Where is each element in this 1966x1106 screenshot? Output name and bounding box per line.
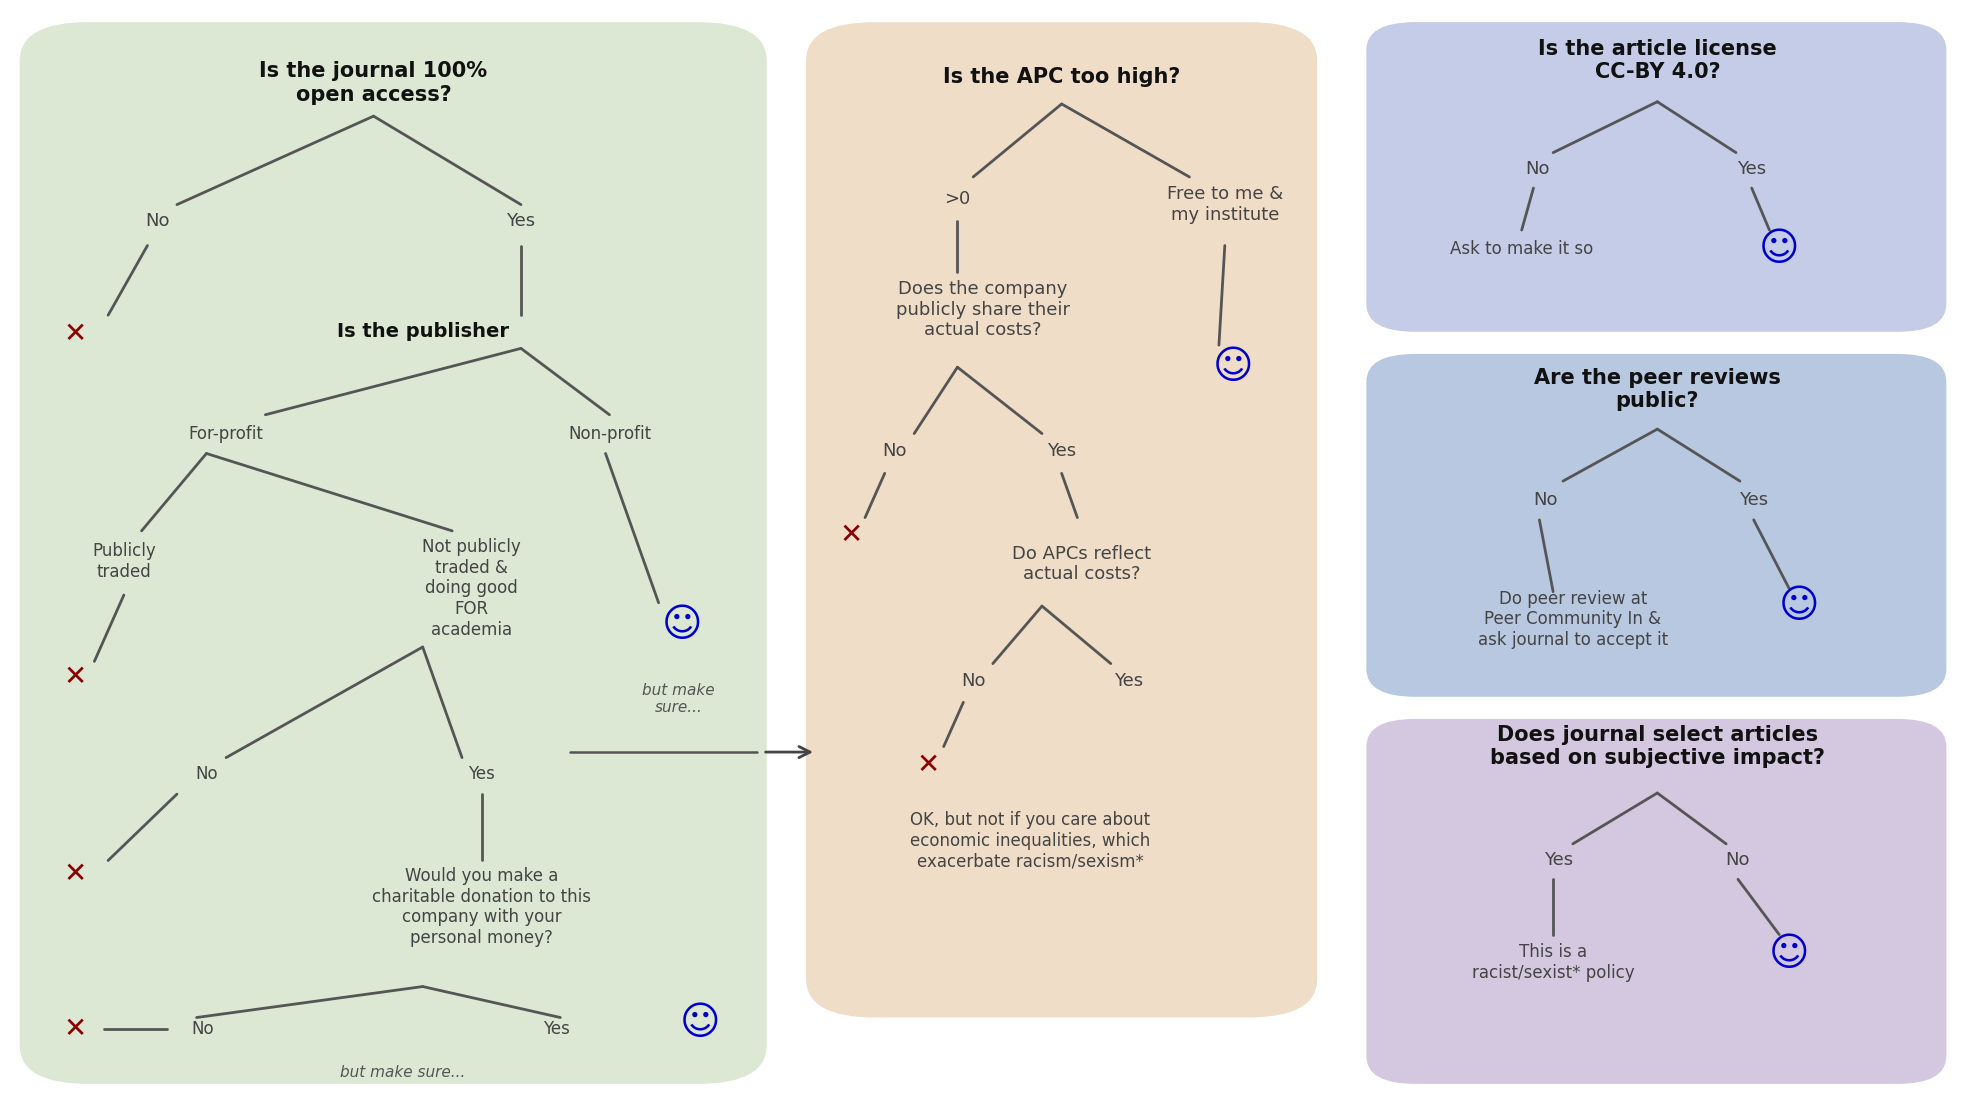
Text: Is the APC too high?: Is the APC too high? bbox=[944, 67, 1180, 87]
Text: Yes: Yes bbox=[1545, 852, 1573, 869]
Text: Not publicly
traded &
doing good
FOR
academia: Not publicly traded & doing good FOR aca… bbox=[423, 538, 521, 639]
Text: No: No bbox=[961, 672, 985, 690]
Text: Is the journal 100%
open access?: Is the journal 100% open access? bbox=[260, 61, 488, 105]
Text: ☺: ☺ bbox=[1760, 230, 1799, 268]
Text: ✕: ✕ bbox=[63, 859, 87, 888]
Text: Yes: Yes bbox=[1115, 672, 1142, 690]
Text: No: No bbox=[1533, 491, 1557, 509]
Text: Do APCs reflect
actual costs?: Do APCs reflect actual costs? bbox=[1012, 544, 1150, 584]
Text: No: No bbox=[191, 1020, 214, 1037]
FancyBboxPatch shape bbox=[1366, 719, 1946, 1084]
Text: Would you make a
charitable donation to this
company with your
personal money?: Would you make a charitable donation to … bbox=[372, 867, 592, 947]
Text: ✕: ✕ bbox=[63, 1014, 87, 1043]
Text: ✕: ✕ bbox=[63, 320, 87, 348]
FancyBboxPatch shape bbox=[1366, 354, 1946, 697]
Text: ☺: ☺ bbox=[680, 1004, 720, 1042]
Text: No: No bbox=[1726, 852, 1750, 869]
Text: Does journal select articles
based on subjective impact?: Does journal select articles based on su… bbox=[1490, 724, 1824, 769]
Text: No: No bbox=[195, 765, 218, 783]
Text: Is the publisher: Is the publisher bbox=[336, 322, 509, 342]
Text: Ask to make it so: Ask to make it so bbox=[1451, 240, 1592, 258]
Text: Does the company
publicly share their
actual costs?: Does the company publicly share their ac… bbox=[896, 280, 1070, 340]
Text: but make sure...: but make sure... bbox=[340, 1065, 466, 1081]
Text: Yes: Yes bbox=[468, 765, 495, 783]
Text: ☺: ☺ bbox=[1213, 348, 1252, 386]
Text: Yes: Yes bbox=[507, 212, 535, 230]
Text: ☺: ☺ bbox=[1779, 587, 1819, 625]
Text: ☺: ☺ bbox=[1769, 936, 1809, 973]
Text: but make
sure...: but make sure... bbox=[643, 682, 714, 716]
Text: Non-profit: Non-profit bbox=[568, 425, 651, 442]
Text: Yes: Yes bbox=[1740, 491, 1767, 509]
Text: Do peer review at
Peer Community In &
ask journal to accept it: Do peer review at Peer Community In & as… bbox=[1478, 589, 1667, 649]
Text: Publicly
traded: Publicly traded bbox=[92, 542, 155, 582]
Text: >0: >0 bbox=[944, 190, 971, 208]
Text: For-profit: For-profit bbox=[189, 425, 263, 442]
Text: ☺: ☺ bbox=[663, 606, 702, 644]
Text: Are the peer reviews
public?: Are the peer reviews public? bbox=[1533, 367, 1781, 411]
Text: Free to me &
my institute: Free to me & my institute bbox=[1166, 185, 1284, 225]
Text: Yes: Yes bbox=[1048, 442, 1075, 460]
Text: ✕: ✕ bbox=[63, 662, 87, 691]
Text: ✕: ✕ bbox=[839, 521, 863, 550]
Text: Yes: Yes bbox=[1738, 160, 1765, 178]
Text: No: No bbox=[1526, 160, 1549, 178]
Text: OK, but not if you care about
economic inequalities, which
exacerbate racism/sex: OK, but not if you care about economic i… bbox=[910, 811, 1150, 870]
Text: Yes: Yes bbox=[543, 1020, 570, 1037]
FancyBboxPatch shape bbox=[806, 22, 1317, 1018]
Text: No: No bbox=[145, 212, 169, 230]
Text: Is the article license
CC-BY 4.0?: Is the article license CC-BY 4.0? bbox=[1537, 39, 1777, 83]
FancyBboxPatch shape bbox=[1366, 22, 1946, 332]
Text: This is a
racist/sexist* policy: This is a racist/sexist* policy bbox=[1473, 942, 1634, 982]
Text: No: No bbox=[883, 442, 906, 460]
FancyBboxPatch shape bbox=[20, 22, 767, 1084]
Text: ✕: ✕ bbox=[916, 751, 940, 780]
